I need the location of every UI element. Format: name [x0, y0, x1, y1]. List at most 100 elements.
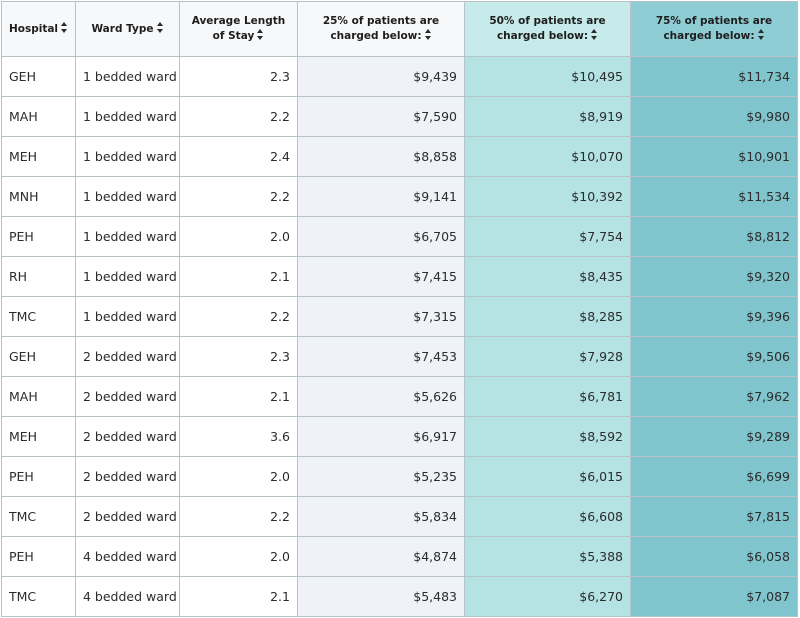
- cell-hospital: PEH: [1, 216, 76, 257]
- sort-icon[interactable]: [757, 29, 765, 40]
- cell-hospital: GEH: [1, 336, 76, 377]
- cell-average-length-of-stay: 2.0: [179, 536, 298, 577]
- cell-ward-type: 4 bedded ward: [75, 576, 180, 617]
- cell-25th-percentile-charge: $5,235: [297, 456, 465, 497]
- cell-25th-percentile-charge: $6,917: [297, 416, 465, 457]
- cell-ward-type: 2 bedded ward: [75, 416, 180, 457]
- cell-75th-percentile-charge: $9,506: [630, 336, 798, 377]
- cell-25th-percentile-charge: $5,483: [297, 576, 465, 617]
- column-header-50th-percentile[interactable]: 50% of patients are charged below:: [464, 1, 631, 57]
- cell-hospital: TMC: [1, 576, 76, 617]
- column-header-25th-percentile[interactable]: 25% of patients are charged below:: [297, 1, 465, 57]
- cell-average-length-of-stay: 2.2: [179, 296, 298, 337]
- cell-75th-percentile-charge: $10,901: [630, 136, 798, 177]
- cell-50th-percentile-charge: $8,592: [464, 416, 631, 457]
- cell-hospital: MNH: [1, 176, 76, 217]
- table-row: GEH 2 bedded ward 2.3 $7,453 $7,928 $9,506: [1, 336, 798, 377]
- cell-50th-percentile-charge: $6,781: [464, 376, 631, 417]
- cell-ward-type: 4 bedded ward: [75, 536, 180, 577]
- cell-average-length-of-stay: 2.1: [179, 376, 298, 417]
- cell-hospital: MEH: [1, 136, 76, 177]
- cell-50th-percentile-charge: $5,388: [464, 536, 631, 577]
- cell-75th-percentile-charge: $9,980: [630, 96, 798, 137]
- cell-hospital: RH: [1, 256, 76, 297]
- cell-50th-percentile-charge: $6,270: [464, 576, 631, 617]
- cell-75th-percentile-charge: $9,320: [630, 256, 798, 297]
- table-row: PEH 4 bedded ward 2.0 $4,874 $5,388 $6,058: [1, 536, 798, 577]
- cell-average-length-of-stay: 2.1: [179, 256, 298, 297]
- cell-75th-percentile-charge: $7,815: [630, 496, 798, 537]
- cell-25th-percentile-charge: $7,415: [297, 256, 465, 297]
- table-row: MEH 1 bedded ward 2.4 $8,858 $10,070 $10,901: [1, 136, 798, 177]
- table-row: MAH 2 bedded ward 2.1 $5,626 $6,781 $7,962: [1, 376, 798, 417]
- cell-ward-type: 2 bedded ward: [75, 456, 180, 497]
- table-row: TMC 1 bedded ward 2.2 $7,315 $8,285 $9,396: [1, 296, 798, 337]
- cell-ward-type: 1 bedded ward: [75, 256, 180, 297]
- cell-ward-type: 1 bedded ward: [75, 56, 180, 97]
- header-row: Hospital Ward Type Average Length of Sta…: [1, 1, 798, 57]
- cell-25th-percentile-charge: $8,858: [297, 136, 465, 177]
- sort-icon[interactable]: [591, 29, 598, 40]
- cell-50th-percentile-charge: $6,608: [464, 496, 631, 537]
- cell-25th-percentile-charge: $9,141: [297, 176, 465, 217]
- cell-50th-percentile-charge: $10,495: [464, 56, 631, 97]
- cell-25th-percentile-charge: $7,590: [297, 96, 465, 137]
- cell-ward-type: 1 bedded ward: [75, 216, 180, 257]
- column-header-ward-type[interactable]: Ward Type: [75, 1, 180, 57]
- table-row: MAH 1 bedded ward 2.2 $7,590 $8,919 $9,980: [1, 96, 798, 137]
- column-header-75th-percentile[interactable]: 75% of patients are charged below:: [630, 1, 798, 57]
- cell-ward-type: 1 bedded ward: [75, 136, 180, 177]
- column-header-label: 50% of patients are charged below:: [489, 15, 606, 42]
- cell-25th-percentile-charge: $9,439: [297, 56, 465, 97]
- sort-icon[interactable]: [61, 21, 68, 33]
- sort-icon[interactable]: [424, 29, 432, 40]
- cell-ward-type: 1 bedded ward: [75, 176, 180, 217]
- cell-average-length-of-stay: 2.2: [179, 176, 298, 217]
- cell-ward-type: 1 bedded ward: [75, 296, 180, 337]
- cell-ward-type: 1 bedded ward: [75, 96, 180, 137]
- table-row: MEH 2 bedded ward 3.6 $6,917 $8,592 $9,289: [1, 416, 798, 457]
- cell-50th-percentile-charge: $8,285: [464, 296, 631, 337]
- cell-50th-percentile-charge: $8,919: [464, 96, 631, 137]
- cell-50th-percentile-charge: $7,754: [464, 216, 631, 257]
- column-header-label: Average Length of Stay: [191, 15, 286, 42]
- sort-icon[interactable]: [257, 29, 264, 40]
- cell-50th-percentile-charge: $10,392: [464, 176, 631, 217]
- cell-50th-percentile-charge: $6,015: [464, 456, 631, 497]
- cell-hospital: MAH: [1, 376, 76, 417]
- column-header-hospital[interactable]: Hospital: [1, 1, 76, 57]
- cell-hospital: MEH: [1, 416, 76, 457]
- cell-75th-percentile-charge: $9,396: [630, 296, 798, 337]
- cell-75th-percentile-charge: $6,058: [630, 536, 798, 577]
- cell-average-length-of-stay: 2.4: [179, 136, 298, 177]
- cell-hospital: TMC: [1, 296, 76, 337]
- cell-hospital: PEH: [1, 536, 76, 577]
- sort-icon[interactable]: [156, 21, 164, 33]
- cell-75th-percentile-charge: $11,734: [630, 56, 798, 97]
- column-header-label: Ward Type: [91, 22, 154, 35]
- cell-25th-percentile-charge: $4,874: [297, 536, 465, 577]
- cell-25th-percentile-charge: $5,626: [297, 376, 465, 417]
- column-header-average-length-of-stay[interactable]: Average Length of Stay: [179, 1, 298, 57]
- table-row: TMC 2 bedded ward 2.2 $5,834 $6,608 $7,815: [1, 496, 798, 537]
- cell-hospital: TMC: [1, 496, 76, 537]
- cell-average-length-of-stay: 2.3: [179, 56, 298, 97]
- cell-hospital: GEH: [1, 56, 76, 97]
- table-row: MNH 1 bedded ward 2.2 $9,141 $10,392 $11,534: [1, 176, 798, 217]
- cell-50th-percentile-charge: $7,928: [464, 336, 631, 377]
- cell-25th-percentile-charge: $5,834: [297, 496, 465, 537]
- table-row: TMC 4 bedded ward 2.1 $5,483 $6,270 $7,087: [1, 576, 798, 617]
- cell-75th-percentile-charge: $7,962: [630, 376, 798, 417]
- cell-25th-percentile-charge: $7,453: [297, 336, 465, 377]
- cell-50th-percentile-charge: $8,435: [464, 256, 631, 297]
- cell-75th-percentile-charge: $8,812: [630, 216, 798, 257]
- table-row: GEH 1 bedded ward 2.3 $9,439 $10,495 $11,734: [1, 56, 798, 97]
- cell-average-length-of-stay: 2.0: [179, 456, 298, 497]
- table-row: PEH 2 bedded ward 2.0 $5,235 $6,015 $6,699: [1, 456, 798, 497]
- cell-50th-percentile-charge: $10,070: [464, 136, 631, 177]
- cell-hospital: PEH: [1, 456, 76, 497]
- cell-25th-percentile-charge: $7,315: [297, 296, 465, 337]
- cell-ward-type: 2 bedded ward: [75, 496, 180, 537]
- cell-75th-percentile-charge: $6,699: [630, 456, 798, 497]
